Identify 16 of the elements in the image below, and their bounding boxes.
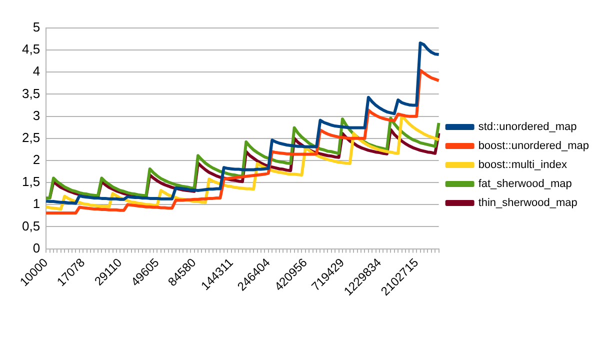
y-tick-label: 0,5 [22,218,40,234]
y-tick-label: 3,5 [22,86,40,101]
y-tick-label: 2,5 [22,130,40,145]
legend-label: fat_sherwood_map [478,178,572,190]
y-tick-label: 0 [32,240,40,256]
y-tick-label: 1 [32,196,40,212]
y-tick-label: 5 [32,20,40,35]
y-tick-label: 4 [32,64,40,79]
legend-label: boost::unordered_map [478,140,589,152]
y-tick-label: 1,5 [22,174,40,190]
y-tick-label: 4,5 [22,42,40,57]
legend-label: boost::multi_index [478,159,568,172]
legend-label: thin_sherwood_map [478,197,578,210]
y-tick-label: 2 [32,152,40,168]
legend-label: std::unordered_map [478,121,577,134]
y-tick-label: 3 [32,108,40,123]
